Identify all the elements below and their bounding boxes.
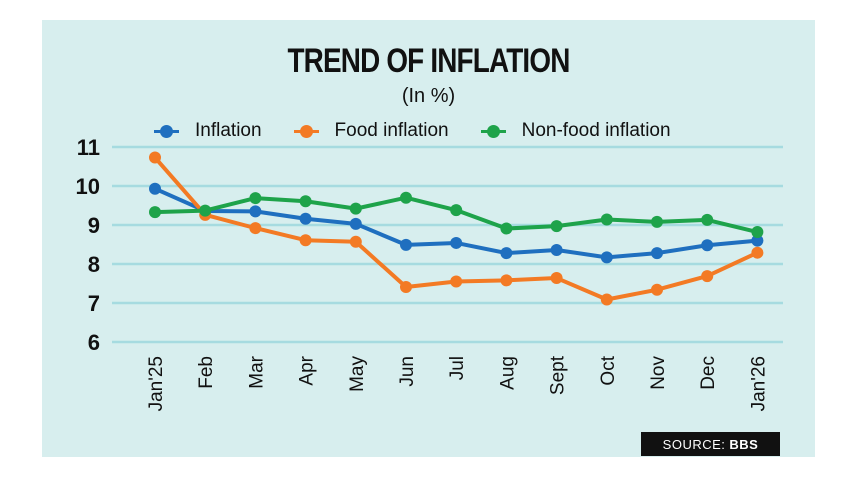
data-point	[651, 283, 663, 296]
data-point	[149, 151, 161, 164]
data-point	[550, 272, 563, 285]
data-point	[600, 251, 613, 264]
data-point	[651, 247, 663, 260]
x-tick-label: May	[347, 356, 368, 392]
legend-label: Food inflation	[334, 120, 449, 141]
data-point	[249, 222, 262, 235]
data-point	[550, 220, 563, 233]
data-point	[500, 222, 513, 235]
data-point	[149, 206, 161, 219]
y-tick-label: 9	[88, 213, 100, 238]
data-point	[651, 215, 663, 228]
data-point	[400, 281, 412, 294]
x-tick-label: Apr	[297, 355, 318, 385]
y-tick-label: 10	[76, 174, 100, 199]
y-tick-label: 11	[77, 135, 100, 160]
data-point	[751, 234, 764, 247]
y-tick-label: 7	[88, 291, 100, 316]
data-point	[199, 204, 212, 217]
chart-panel	[42, 20, 815, 457]
data-point	[249, 205, 262, 218]
data-point	[600, 293, 613, 306]
data-point	[349, 217, 362, 230]
legend-marker	[480, 124, 506, 138]
data-point	[701, 239, 714, 252]
x-tick-label: Oct	[598, 355, 619, 385]
source-value: BBS	[729, 436, 759, 452]
x-tick-label: Sept	[548, 355, 569, 395]
data-point	[249, 192, 262, 205]
x-tick-label: Jun	[397, 356, 418, 387]
y-tick-label: 6	[88, 330, 100, 355]
legend-label: Non-food inflation	[521, 120, 671, 141]
x-tick-label: Dec	[698, 356, 719, 390]
data-point	[550, 243, 563, 256]
data-point	[349, 235, 362, 248]
chart-title: TREND OF INFLATION	[287, 42, 570, 80]
data-point	[299, 234, 312, 247]
data-point	[400, 191, 412, 204]
legend-label: Inflation	[195, 120, 262, 141]
source-label: SOURCE:	[662, 436, 726, 452]
x-tick-label: Nov	[648, 356, 669, 390]
data-point	[751, 226, 764, 239]
x-tick-label: Feb	[196, 356, 217, 389]
x-tick-label: Aug	[497, 356, 518, 390]
x-tick-label: Jan'26	[748, 356, 769, 411]
legend-marker	[293, 124, 319, 138]
data-point	[500, 247, 513, 260]
data-point	[149, 182, 161, 195]
data-point	[701, 213, 714, 226]
data-point	[701, 270, 714, 283]
data-point	[600, 213, 613, 226]
data-point	[349, 202, 362, 215]
y-tick-label: 8	[88, 252, 100, 277]
data-point	[450, 275, 463, 288]
x-tick-label: Jan'25	[146, 356, 167, 411]
data-point	[450, 204, 463, 217]
source-box: SOURCE: BBS	[641, 432, 780, 456]
data-point	[400, 238, 412, 251]
legend: Inflation Food inflation Non-food inflat…	[154, 120, 709, 142]
data-point	[299, 212, 312, 225]
data-point	[299, 195, 312, 208]
legend-marker	[154, 124, 179, 138]
x-tick-label: Jul	[447, 356, 468, 380]
data-point	[751, 246, 764, 259]
x-tick-label: Mar	[246, 355, 267, 388]
data-point	[450, 236, 463, 249]
legend-item-non-food-inflation: Non-food inflation	[480, 120, 671, 142]
chart-subtitle: (In %)	[401, 85, 456, 107]
data-point	[500, 274, 513, 287]
legend-item-inflation: Inflation	[154, 120, 262, 142]
legend-item-food-inflation: Food inflation	[293, 120, 449, 142]
